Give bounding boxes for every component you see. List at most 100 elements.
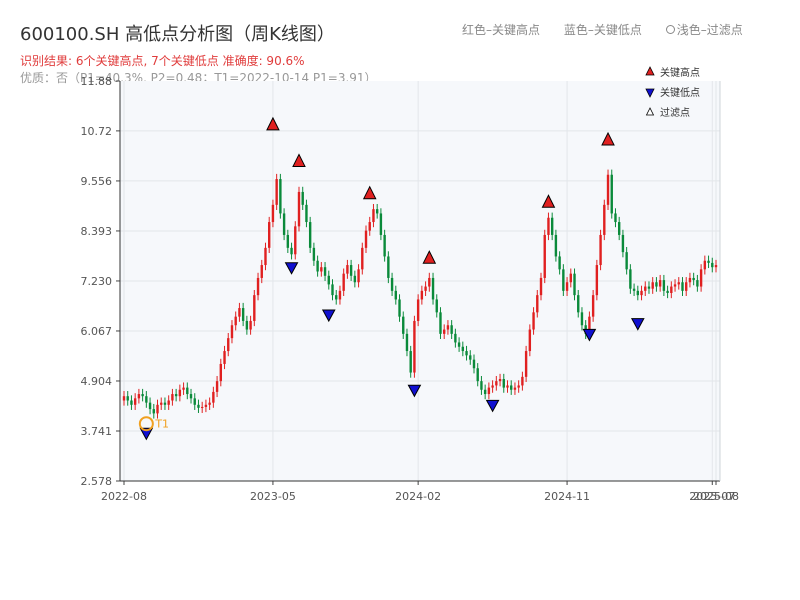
candle-body bbox=[230, 325, 234, 339]
candle-body bbox=[666, 290, 669, 293]
candle-body bbox=[133, 398, 137, 405]
candle bbox=[483, 384, 487, 400]
candle bbox=[346, 259, 349, 279]
x-tick-label: 2025-08 bbox=[693, 490, 739, 503]
candle bbox=[156, 399, 159, 419]
legend-hollow-item: 浅色–过滤点 bbox=[665, 23, 763, 37]
candle bbox=[234, 311, 237, 331]
candle-body bbox=[141, 394, 144, 397]
candle-body bbox=[506, 385, 509, 388]
candle-body bbox=[174, 394, 178, 397]
candle-body bbox=[323, 267, 327, 276]
candle bbox=[573, 268, 576, 301]
candle-body bbox=[461, 346, 465, 352]
candle bbox=[193, 393, 196, 410]
candle bbox=[655, 277, 658, 292]
candle bbox=[428, 272, 431, 292]
legend-high-icon bbox=[645, 66, 655, 76]
candle-body bbox=[606, 174, 610, 205]
candle-body bbox=[338, 290, 342, 300]
candle-body bbox=[394, 290, 397, 300]
candle bbox=[495, 375, 498, 391]
candle-body bbox=[472, 359, 476, 369]
candle bbox=[487, 382, 491, 400]
candle bbox=[558, 251, 561, 275]
candle bbox=[383, 229, 386, 262]
candle bbox=[152, 403, 155, 419]
candle bbox=[160, 397, 163, 410]
candle-body bbox=[405, 333, 409, 352]
candle bbox=[681, 277, 684, 297]
candle-body bbox=[160, 402, 163, 405]
candle-body bbox=[595, 265, 599, 296]
candle bbox=[390, 272, 394, 297]
chart-title: 600100.SH 高低点分析图（周K线图） bbox=[20, 24, 335, 45]
candle bbox=[506, 380, 509, 393]
candle-body bbox=[599, 234, 602, 266]
candle bbox=[338, 285, 342, 305]
candle bbox=[349, 259, 353, 281]
candle-body bbox=[387, 256, 390, 278]
candle bbox=[550, 212, 554, 241]
candle bbox=[536, 289, 539, 318]
candle bbox=[424, 281, 427, 297]
candle-body bbox=[364, 230, 368, 248]
candle-body bbox=[662, 280, 666, 291]
candle bbox=[685, 277, 688, 297]
legend-label: 关键低点 bbox=[660, 86, 700, 99]
candle bbox=[443, 324, 446, 340]
x-tick-label: 2023-05 bbox=[250, 490, 296, 503]
candle bbox=[372, 203, 375, 228]
candle bbox=[416, 294, 420, 327]
grid-lines bbox=[120, 81, 720, 481]
candle bbox=[137, 388, 141, 404]
candle-body bbox=[498, 379, 502, 382]
candle bbox=[666, 285, 669, 299]
candle bbox=[491, 380, 494, 393]
candle-body bbox=[402, 316, 405, 334]
legend-label: 过滤点 bbox=[660, 106, 690, 119]
candle-body bbox=[245, 320, 249, 330]
candle-body bbox=[658, 280, 662, 287]
candle-body bbox=[152, 409, 155, 414]
candle-body bbox=[398, 299, 401, 317]
candle bbox=[670, 281, 673, 299]
candle-body bbox=[200, 406, 204, 408]
candle-body bbox=[524, 351, 528, 377]
candle bbox=[130, 395, 133, 410]
candle-body bbox=[703, 260, 707, 270]
x-tick-label: 2025-07 bbox=[689, 490, 735, 503]
candle-body bbox=[171, 394, 174, 401]
candle-body bbox=[483, 389, 487, 395]
candle bbox=[543, 229, 546, 284]
candle bbox=[331, 279, 334, 301]
candle-body bbox=[647, 286, 651, 289]
candle bbox=[502, 373, 505, 393]
candle bbox=[268, 216, 271, 254]
candle bbox=[699, 264, 703, 292]
candle-body bbox=[547, 217, 550, 235]
candle-body bbox=[699, 269, 703, 287]
candle-body bbox=[249, 320, 252, 330]
candle-body bbox=[197, 404, 200, 408]
axes: 2.578 3.741 4.904 6.067 7.230 8.393 9.556 10.72… bbox=[81, 75, 739, 503]
candle bbox=[279, 173, 282, 219]
key-high-marker bbox=[266, 116, 280, 131]
candle bbox=[420, 285, 424, 305]
candle bbox=[241, 302, 245, 327]
candle bbox=[141, 388, 144, 402]
candle bbox=[521, 371, 524, 391]
candle-body bbox=[510, 385, 513, 390]
candle-body bbox=[554, 234, 558, 257]
candle-body bbox=[621, 234, 625, 253]
candle bbox=[577, 289, 580, 318]
candle-body bbox=[681, 282, 684, 291]
candle bbox=[126, 391, 129, 406]
key-high-marker bbox=[601, 131, 615, 146]
legend-blue-text: 蓝色–关键低点 bbox=[563, 23, 642, 37]
candle-body bbox=[629, 269, 632, 289]
candle bbox=[308, 216, 312, 254]
candle bbox=[696, 274, 699, 292]
candle-body bbox=[443, 329, 446, 334]
